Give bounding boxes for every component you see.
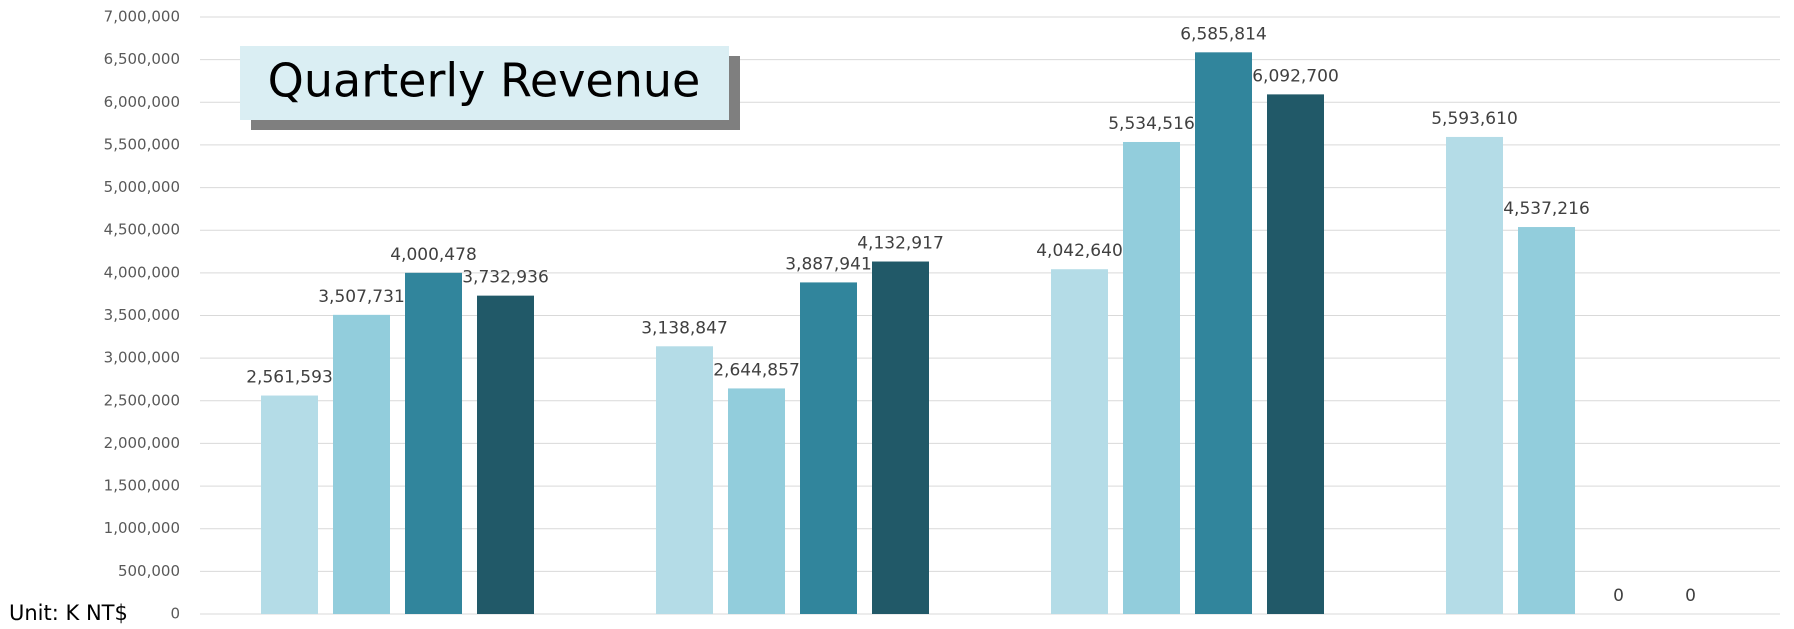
y-tick-label: 4,500,000 <box>104 221 180 239</box>
bar <box>261 395 318 614</box>
y-tick-label: 4,000,000 <box>104 263 180 281</box>
y-tick-label: 3,500,000 <box>104 306 180 324</box>
y-tick-label: 6,500,000 <box>104 50 180 68</box>
data-label: 2,561,593 <box>246 368 333 388</box>
data-label: 3,887,941 <box>785 254 872 274</box>
data-label: 4,132,917 <box>857 234 944 254</box>
title-box <box>240 46 729 120</box>
chart-title: Quarterly Revenue <box>268 54 701 108</box>
data-label: 0 <box>1613 586 1624 606</box>
bar <box>333 314 390 614</box>
bar <box>1123 141 1180 614</box>
bar <box>728 388 785 614</box>
data-label: 2,644,857 <box>713 360 800 380</box>
data-label: 6,092,700 <box>1252 66 1339 86</box>
data-label: 5,534,516 <box>1108 114 1195 134</box>
y-tick-label: 1,000,000 <box>104 519 180 537</box>
y-tick-label: 0 <box>170 605 180 623</box>
data-label: 4,000,478 <box>390 245 477 265</box>
unit-annotation: Unit: K NT$ <box>9 601 128 625</box>
y-tick-label: 3,000,000 <box>104 349 180 367</box>
bar <box>872 261 929 614</box>
y-tick-label: 7,000,000 <box>104 8 180 26</box>
y-tick-label: 6,000,000 <box>104 93 180 111</box>
bar <box>1051 269 1108 614</box>
y-tick-label: 500,000 <box>118 562 180 580</box>
bar <box>1446 136 1503 614</box>
data-label: 4,042,640 <box>1036 241 1123 261</box>
bar <box>1267 94 1324 614</box>
data-label: 6,585,814 <box>1180 24 1267 44</box>
data-label: 0 <box>1685 586 1696 606</box>
y-tick-label: 2,500,000 <box>104 391 180 409</box>
y-tick-label: 5,500,000 <box>104 135 180 153</box>
data-label: 3,138,847 <box>641 318 728 338</box>
data-label: 3,732,936 <box>462 268 549 288</box>
bar <box>477 295 534 614</box>
bar <box>405 272 462 614</box>
bar <box>656 346 713 614</box>
data-label: 3,507,731 <box>318 287 405 307</box>
bar <box>1195 52 1252 614</box>
bar <box>1518 227 1575 615</box>
y-tick-label: 2,000,000 <box>104 434 180 452</box>
data-label: 4,537,216 <box>1503 199 1590 219</box>
data-label: 5,593,610 <box>1431 109 1518 129</box>
y-tick-label: 1,500,000 <box>104 477 180 495</box>
bar <box>800 282 857 614</box>
y-tick-label: 5,000,000 <box>104 178 180 196</box>
